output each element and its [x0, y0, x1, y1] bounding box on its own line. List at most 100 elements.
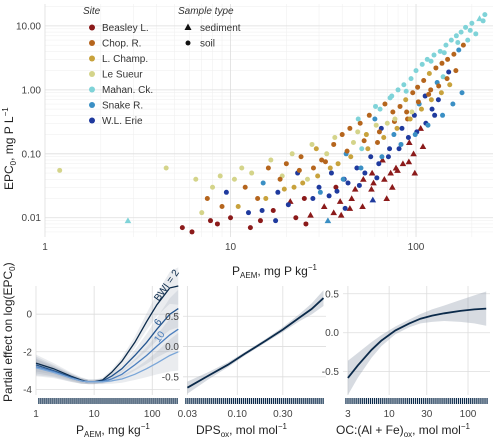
partial-effect-y-axis-title: Partial effect on log(EPC0): [1, 262, 17, 402]
panel-1-x-axis-title-rest: , mg kg: [101, 423, 140, 437]
data-point-soil: [458, 29, 464, 35]
data-point-soil: [435, 97, 441, 103]
panel-y-tick-label: 0.5: [325, 289, 339, 300]
data-point-soil: [326, 193, 332, 199]
data-point-soil: [398, 141, 404, 147]
partial-effect-panel-2: 0.03 0.10 0.30 0.5 0.0 -0.5: [162, 286, 326, 420]
data-point-soil: [410, 90, 416, 96]
data-point-soil: [403, 88, 409, 94]
data-point-soil: [425, 122, 431, 128]
data-point-soil: [456, 47, 462, 53]
data-point-soil: [428, 87, 434, 93]
data-point-soil: [303, 221, 309, 227]
data-point-soil: [313, 146, 319, 152]
data-point-soil: [293, 215, 299, 221]
confidence-band: [36, 267, 179, 385]
main-x-tick-label: 1: [42, 242, 48, 253]
data-point-soil: [328, 170, 334, 176]
data-point-soil: [421, 78, 427, 84]
partial-effect-line: [347, 307, 487, 379]
data-point-soil: [415, 99, 421, 105]
rug-marks: [345, 398, 488, 404]
partial-effect-y-axis-title-end: ): [1, 262, 15, 266]
data-point-soil: [265, 165, 271, 171]
data-point-soil: [392, 116, 398, 122]
data-point-soil: [239, 165, 245, 171]
data-point-soil: [409, 109, 415, 115]
confidence-band: [347, 291, 487, 395]
data-point-sediment: [369, 196, 377, 203]
legend-site-label: Mahan. Ck.: [102, 85, 153, 96]
main-y-tick-label: 0.01: [22, 213, 42, 224]
data-point-soil: [356, 182, 362, 188]
partial-effect-y-axis-title-main: Partial effect on log(EPC: [1, 270, 15, 402]
data-point-soil: [291, 184, 297, 190]
data-point-soil: [223, 189, 229, 195]
legend-site-label: Snake R.: [102, 101, 143, 112]
data-point-soil: [368, 154, 374, 160]
data-point-soil: [455, 40, 461, 46]
main-y-tick-label: 0.10: [22, 149, 42, 160]
data-point-soil: [235, 203, 241, 209]
data-point-soil: [407, 116, 413, 122]
data-point-soil: [257, 218, 263, 224]
data-point-soil: [310, 165, 316, 171]
legend-site-swatch: [89, 86, 95, 93]
data-point-soil: [376, 129, 382, 135]
data-point-sediment: [394, 167, 401, 173]
data-point-soil: [247, 225, 253, 231]
legend-site-label: W.L. Erie: [102, 116, 143, 127]
panel-y-tick-label: -2: [23, 347, 32, 358]
legend-sample-type-title: Sample type: [178, 6, 234, 17]
data-point-soil: [415, 84, 421, 90]
panel-1-x-axis-title-sub: AEM: [84, 430, 102, 439]
data-point-soil: [459, 90, 465, 96]
data-point-soil: [304, 176, 310, 182]
data-point-soil: [482, 12, 488, 18]
data-point-soil: [448, 37, 454, 43]
data-point-sediment: [368, 185, 375, 192]
data-point-sediment: [346, 205, 354, 211]
rug-marks: [185, 398, 324, 404]
main-y-tick-label: 10.00: [16, 21, 41, 32]
data-point-soil: [374, 175, 380, 181]
data-point-soil: [453, 68, 459, 74]
legend-site-swatch: [89, 40, 95, 46]
confidence-band: [187, 290, 324, 394]
data-point-soil: [467, 27, 473, 33]
data-point-soil: [359, 146, 365, 152]
data-point-soil: [298, 154, 304, 160]
panel-3-x-axis-title-sup: −1: [461, 422, 471, 431]
data-point-soil: [331, 141, 337, 147]
data-point-soil: [362, 170, 368, 176]
data-point-soil: [433, 65, 439, 71]
data-point-sediment: [389, 183, 396, 190]
data-point-soil: [375, 140, 381, 146]
data-point-soil: [301, 195, 307, 201]
main-y-tick-label: 1.00: [22, 85, 42, 96]
data-point-soil: [193, 176, 199, 182]
data-point-soil: [315, 173, 321, 179]
data-point-soil: [438, 90, 444, 96]
panel-1-x-axis-title: PAEM, mg kg−1: [76, 422, 150, 439]
panel-3-x-axis-title-rest: , mol mol: [412, 423, 461, 437]
panel-y-tick-label: 0: [26, 310, 32, 321]
legend-site-label: Le Sueur: [102, 70, 143, 81]
data-point-soil: [281, 186, 287, 192]
data-point-soil: [358, 165, 364, 171]
partial-effect-line: [35, 285, 179, 383]
panel-y-tick-label: -4: [23, 385, 32, 396]
legend: Site Sample type Beasley L. Chop. R. L. Ch…: [83, 6, 241, 127]
data-point-soil: [300, 180, 306, 186]
data-point-soil: [384, 120, 390, 126]
data-point-soil: [339, 132, 345, 138]
data-point-soil: [189, 229, 195, 235]
panel-y-tick-label: -0.5: [162, 372, 180, 383]
data-point-soil: [431, 52, 437, 58]
confidence-band: [36, 332, 179, 385]
data-point-soil: [444, 76, 450, 82]
partial-effect-line: [35, 351, 179, 383]
data-point-soil: [387, 146, 393, 152]
data-point-sediment: [419, 143, 427, 149]
data-point-soil: [207, 218, 213, 224]
